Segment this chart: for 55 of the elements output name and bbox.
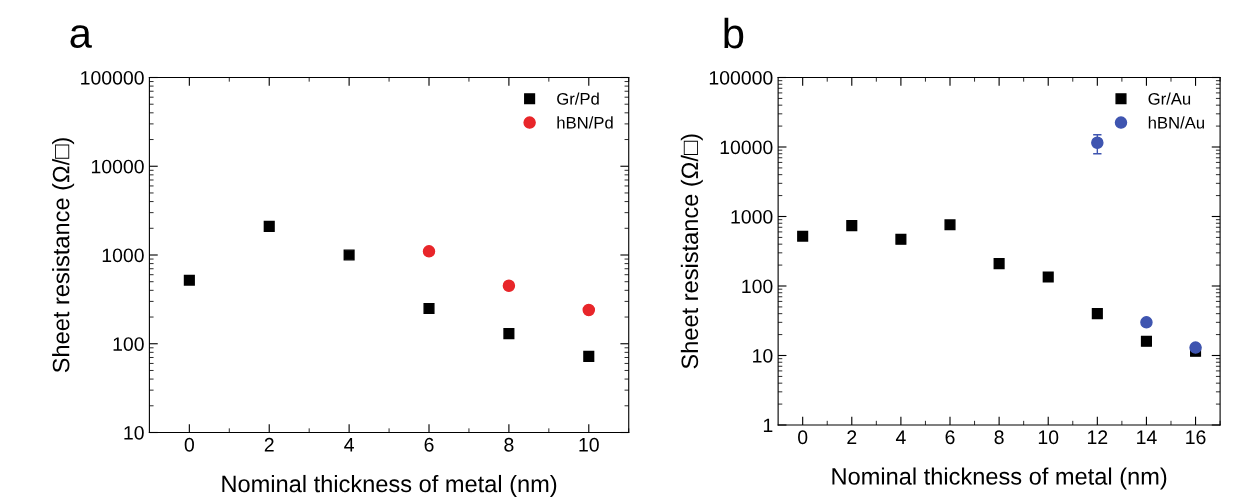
x-tick-label: 6 (424, 437, 434, 452)
y-tick-label: 100000 (709, 70, 773, 85)
point (502, 279, 516, 293)
point (944, 219, 956, 231)
point (797, 230, 809, 242)
point (582, 303, 596, 317)
y-tick-label: 1000 (731, 209, 773, 224)
point (1140, 316, 1153, 329)
legend-label: Gr/Au (1148, 92, 1191, 105)
x-tick-label: 12 (1088, 430, 1108, 444)
point (1189, 341, 1202, 354)
y-tick-label: 10000 (720, 140, 773, 155)
y-tick-label: 10000 (91, 159, 144, 174)
y-axis-title: Sheet resistance (Ω/□) (52, 138, 75, 373)
point (503, 328, 515, 340)
point (263, 220, 275, 232)
y-tick-label: 100 (113, 337, 144, 351)
point (183, 274, 195, 286)
y-tick-label: 100 (742, 279, 773, 294)
point (583, 350, 595, 362)
y-tick-label: 1 (763, 418, 773, 433)
point (895, 233, 907, 245)
x-tick-label: 8 (994, 430, 1004, 445)
x-axis-title: Nominal thickness of metal (nm) (222, 474, 557, 497)
x-tick-label: 6 (945, 430, 955, 445)
x-tick-label: 10 (579, 437, 599, 452)
point (846, 220, 858, 232)
x-axis-title: Nominal thickness of metal (nm) (832, 467, 1167, 490)
x-tick-label: 4 (344, 438, 354, 452)
y-tick-label: 10 (753, 348, 773, 363)
x-tick-label: 16 (1186, 430, 1206, 445)
x-tick-label: 2 (847, 430, 857, 444)
x-tick-label: 2 (264, 437, 274, 452)
legend-label: hBN/Au (1148, 116, 1204, 129)
point (1042, 271, 1054, 283)
point (993, 258, 1005, 270)
x-tick-label: 0 (184, 437, 194, 452)
text: b (724, 17, 744, 49)
x-tick-label: 4 (895, 430, 906, 444)
y-axis-title: Sheet resistance (Ω/□) (680, 134, 703, 369)
legend-label: hBN/Pd (557, 116, 613, 129)
text: a (70, 25, 92, 48)
x-tick-label: 14 (1137, 430, 1157, 444)
y-tick-label: 1000 (102, 248, 144, 263)
point (1091, 136, 1104, 150)
x-tick-label: 8 (504, 437, 514, 452)
point (422, 245, 436, 258)
point (343, 249, 355, 261)
point (423, 302, 435, 314)
y-tick-label: 100000 (81, 70, 144, 85)
point (1091, 308, 1103, 320)
x-tick-label: 10 (1038, 430, 1059, 445)
point (1140, 335, 1152, 347)
x-tick-label: 0 (798, 430, 808, 445)
legend-label: Gr/Pd (557, 92, 599, 105)
